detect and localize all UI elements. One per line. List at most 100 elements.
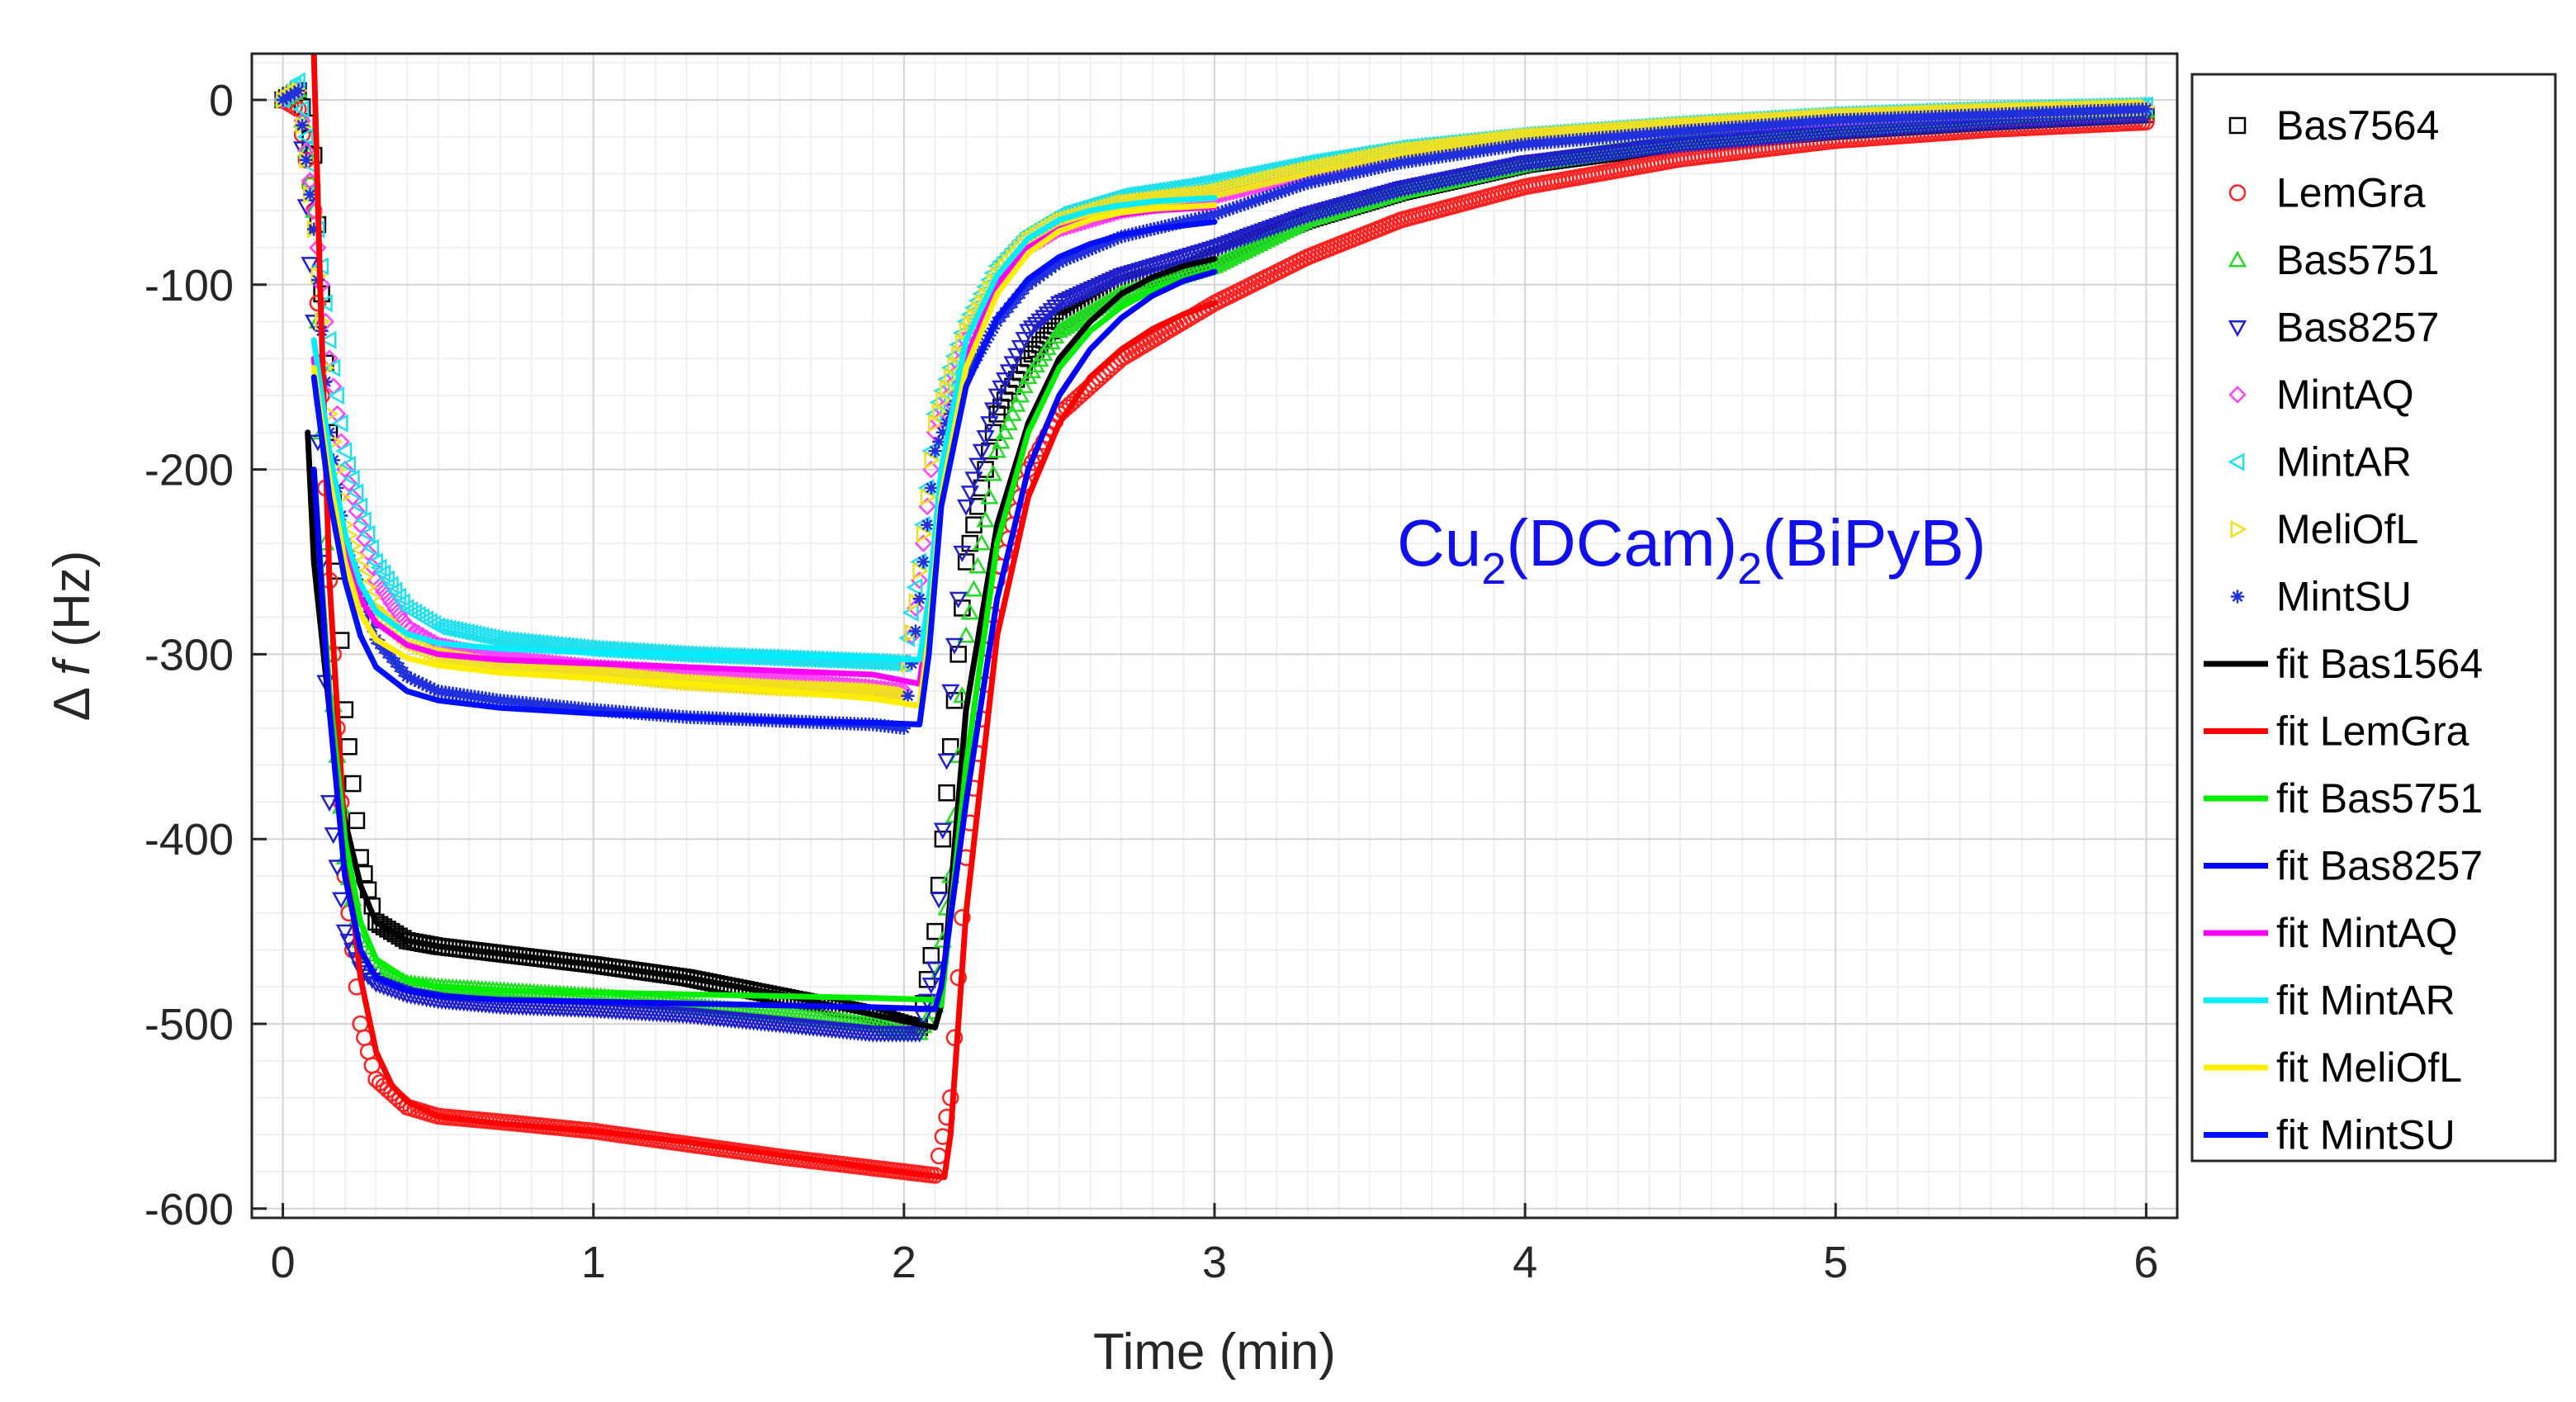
data-point	[1015, 377, 1034, 394]
data-point	[328, 860, 347, 877]
data-point	[296, 118, 310, 132]
data-point	[954, 909, 971, 926]
data-point	[324, 827, 343, 845]
data-point	[983, 464, 1003, 481]
data-point	[354, 510, 372, 530]
star-stroke	[914, 593, 926, 604]
data-point	[1064, 289, 1083, 306]
data-point	[1101, 273, 1120, 291]
data-point	[1046, 299, 1065, 316]
data-point	[920, 488, 937, 507]
data-point	[1038, 306, 1057, 324]
star-stroke	[296, 120, 308, 131]
data-point	[335, 924, 354, 941]
data-point	[1105, 272, 1124, 289]
data-point	[1193, 244, 1213, 261]
series-layer	[273, 54, 2156, 1184]
data-point	[995, 423, 1015, 440]
data-point	[1280, 214, 1299, 231]
data-point	[348, 502, 366, 520]
data-point	[390, 606, 409, 624]
data-point	[951, 344, 968, 363]
data-point	[976, 510, 995, 528]
data-point	[324, 358, 341, 377]
data-point	[1227, 232, 1247, 249]
star-stroke	[921, 519, 933, 531]
data-point	[1272, 216, 1291, 234]
data-point	[992, 432, 1011, 449]
data-point	[1197, 243, 1216, 260]
data-point	[301, 257, 320, 274]
data-point	[1079, 282, 1098, 300]
data-point	[968, 557, 987, 574]
data-point	[1250, 225, 1269, 242]
data-point	[938, 784, 955, 802]
data-point	[912, 592, 926, 606]
data-point	[956, 499, 976, 516]
data-point	[343, 488, 362, 506]
data-point	[867, 1015, 887, 1032]
data-point	[1268, 218, 1287, 235]
data-point	[1181, 247, 1200, 264]
data-point	[874, 683, 891, 702]
data-point	[964, 471, 983, 489]
data-point	[1026, 316, 1045, 334]
data-point	[1030, 313, 1049, 330]
data-point	[972, 533, 992, 551]
data-point	[1234, 230, 1254, 247]
data-point	[960, 485, 979, 503]
data-point	[362, 538, 380, 557]
data-point	[956, 626, 976, 643]
data-point	[980, 487, 999, 504]
data-point	[924, 451, 941, 470]
data-point	[355, 529, 374, 548]
data-point	[327, 386, 344, 405]
data-point	[945, 637, 964, 655]
data-point	[885, 684, 902, 703]
data-point	[1243, 227, 1262, 244]
data-point	[947, 356, 964, 375]
data-point	[1265, 219, 1284, 236]
data-point	[1054, 294, 1073, 311]
data-point	[358, 524, 376, 544]
data-point	[908, 624, 923, 638]
data-point	[1253, 223, 1272, 240]
data-point	[1276, 215, 1295, 232]
data-point	[972, 443, 992, 461]
data-point	[1072, 286, 1091, 303]
data-point	[869, 682, 887, 701]
data-point	[1019, 324, 1038, 341]
data-point	[916, 524, 933, 544]
data-point	[916, 555, 930, 569]
data-point	[921, 977, 940, 995]
data-point	[1170, 251, 1190, 268]
data-point	[1049, 296, 1069, 313]
data-point	[953, 545, 972, 562]
data-point	[980, 416, 999, 433]
star-stroke	[910, 625, 921, 637]
data-point	[987, 441, 1006, 458]
data-point	[960, 603, 979, 620]
data-point	[339, 933, 358, 950]
data-point	[943, 367, 960, 386]
data-point	[1246, 225, 1265, 243]
data-point	[973, 479, 991, 497]
data-point	[1231, 231, 1250, 249]
data-point	[1042, 303, 1061, 320]
data-point	[1087, 279, 1106, 296]
data-point	[1108, 270, 1127, 287]
data-point	[331, 414, 348, 433]
data-point	[491, 649, 509, 667]
data-point	[864, 1014, 883, 1031]
data-point	[889, 684, 907, 703]
data-point	[320, 330, 337, 350]
data-point	[292, 141, 312, 159]
data-point	[301, 171, 320, 188]
data-point	[1011, 386, 1030, 403]
data-point	[296, 127, 314, 146]
data-point	[887, 1021, 906, 1038]
data-point	[912, 561, 930, 580]
data-point	[928, 414, 945, 433]
data-point	[964, 580, 983, 597]
